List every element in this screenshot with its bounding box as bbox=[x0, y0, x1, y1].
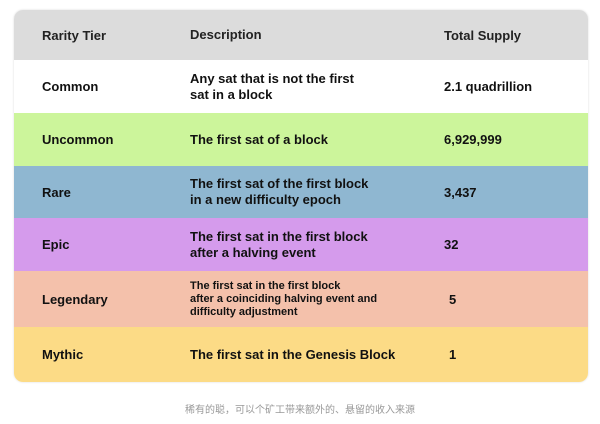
table-row: Legendary The first sat in the first bloc… bbox=[14, 271, 588, 327]
description-line: The first sat of the first block bbox=[190, 176, 369, 191]
description-line: The first sat in the Genesis Block bbox=[190, 346, 396, 362]
description-line: after a coinciding halving event and bbox=[190, 292, 378, 305]
header-cell: Rarity Tier bbox=[42, 27, 107, 43]
description-cell: The first sat of a block bbox=[190, 132, 328, 148]
table-row: Epic The first sat in the first block afte… bbox=[14, 218, 588, 271]
table-row: Mythic The first sat in the Genesis Block… bbox=[14, 327, 588, 382]
description-cell: The first sat of the first block in a new… bbox=[190, 176, 368, 208]
header-cell: Description bbox=[190, 27, 262, 42]
supply-cell: 1 bbox=[449, 347, 457, 362]
table: Rarity Tier Description Total Supply Common… bbox=[14, 10, 588, 382]
description-line: difficulty adjustment bbox=[190, 305, 298, 318]
header-cell: Total Supply bbox=[444, 27, 522, 43]
tier-cell: Rare bbox=[42, 184, 71, 200]
table-row: Uncommon The first sat of a block 6,929,99… bbox=[14, 113, 588, 166]
tier-cell: Legendary bbox=[42, 291, 108, 307]
description-line: sat in a block bbox=[190, 86, 273, 102]
tier-cell: Uncommon bbox=[42, 132, 114, 147]
description-line: The first sat in the first block bbox=[190, 228, 368, 244]
header-row: Rarity Tier Description Total Supply bbox=[14, 10, 588, 60]
table-row: Rare The first sat of the first block in a… bbox=[14, 166, 588, 218]
description-line: The first sat in the first block bbox=[190, 279, 341, 292]
tier-cell: Mythic bbox=[42, 347, 84, 362]
tier-cell: Common bbox=[42, 79, 99, 94]
description-line: in a new difficulty epoch bbox=[190, 192, 341, 207]
supply-cell: 32 bbox=[444, 237, 459, 252]
description-cell: Any sat that is not the first sat in a bl… bbox=[190, 71, 354, 103]
description-line: after a halving event bbox=[190, 244, 316, 260]
caption: 稀有的聪，可以个矿工带来额外的、悬留的收入来源 bbox=[185, 405, 415, 416]
supply-cell: 3,437 bbox=[444, 184, 477, 200]
description-line: Any sat that is not the first bbox=[190, 70, 354, 86]
supply-cell: 2.1 quadrillion bbox=[444, 79, 533, 94]
tier-cell: Epic bbox=[42, 237, 70, 252]
description-line: The first sat of a block bbox=[190, 131, 328, 147]
supply-cell: 5 bbox=[449, 291, 457, 307]
description-cell: The first sat in the first block after a … bbox=[190, 229, 368, 261]
description-cell: The first sat in the first block after a … bbox=[190, 280, 377, 319]
table-row: Common Any sat that is not the first sat i… bbox=[14, 60, 588, 113]
description-cell: The first sat in the Genesis Block bbox=[190, 347, 395, 363]
supply-cell: 6,929,999 bbox=[444, 132, 502, 147]
